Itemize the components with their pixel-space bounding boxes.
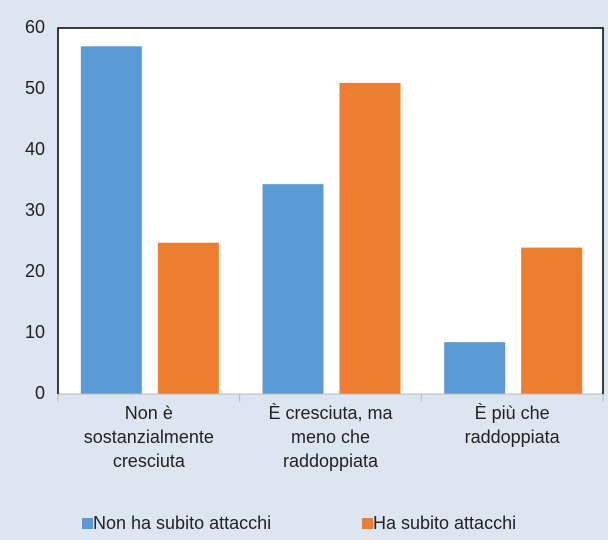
- y-tick-label: 10: [25, 322, 45, 342]
- x-tick-label: È cresciuta, ma meno che raddoppiata: [268, 403, 393, 471]
- y-tick-label: 40: [25, 139, 45, 159]
- bar: [444, 342, 506, 394]
- x-tick-label: Non è sostanzialmente cresciuta: [83, 403, 214, 471]
- legend-label: Ha subito attacchi: [373, 513, 516, 533]
- bar: [521, 247, 583, 394]
- y-tick-label: 30: [25, 200, 45, 220]
- plot-area: [58, 28, 603, 394]
- legend-label: Non ha subito attacchi: [93, 513, 271, 533]
- legend-swatch: [362, 518, 373, 529]
- y-tick-label: 20: [25, 261, 45, 281]
- legend-swatch: [82, 518, 93, 529]
- bar: [262, 184, 324, 394]
- bar: [157, 242, 219, 394]
- y-tick-label: 60: [25, 17, 45, 37]
- x-tick-label: È più che raddoppiata: [464, 403, 560, 447]
- y-tick-label: 0: [35, 383, 45, 403]
- y-tick-label: 50: [25, 78, 45, 98]
- bar: [80, 46, 142, 395]
- plot-border: [57, 27, 604, 394]
- bar: [339, 82, 401, 395]
